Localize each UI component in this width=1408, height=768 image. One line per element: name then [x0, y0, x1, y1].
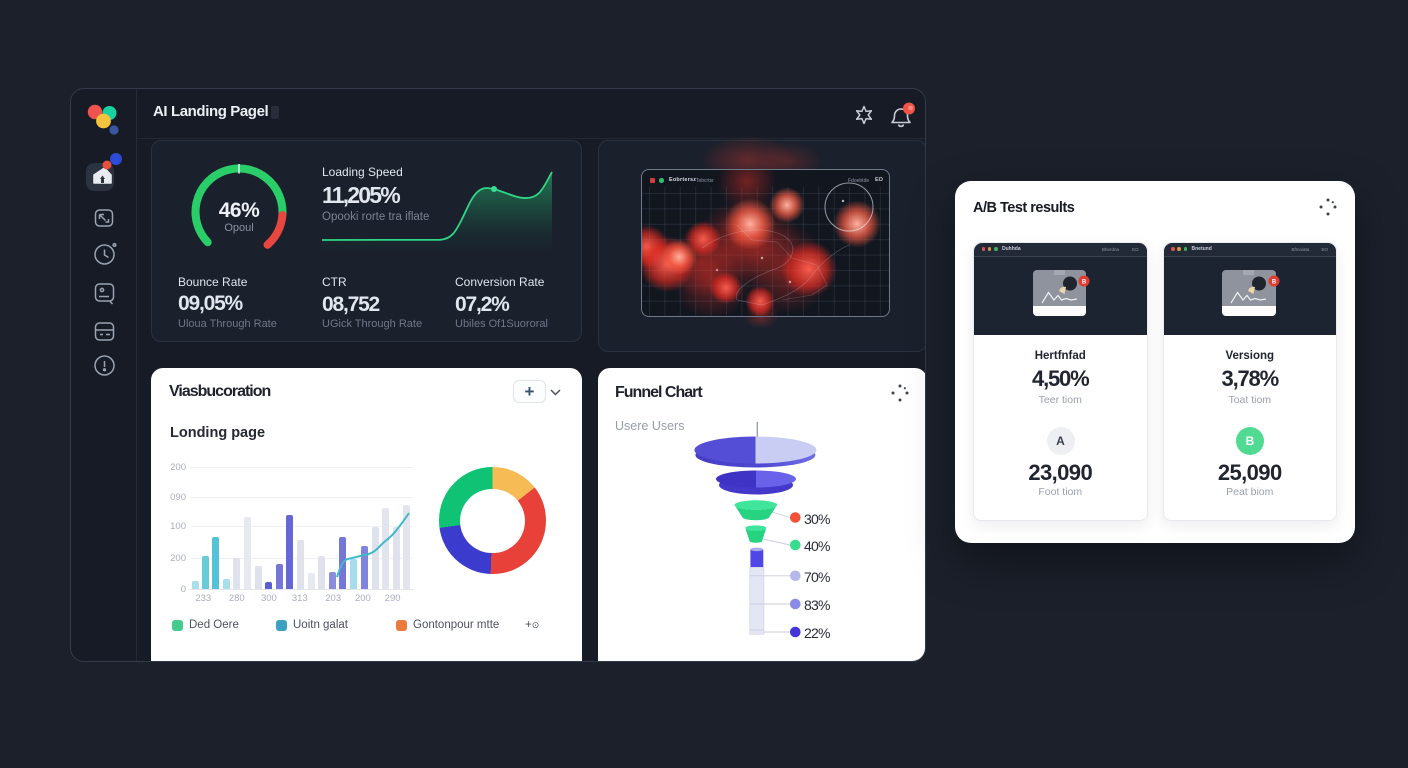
- svg-text:B: B: [1082, 279, 1087, 285]
- svg-text:B: B: [1271, 279, 1276, 285]
